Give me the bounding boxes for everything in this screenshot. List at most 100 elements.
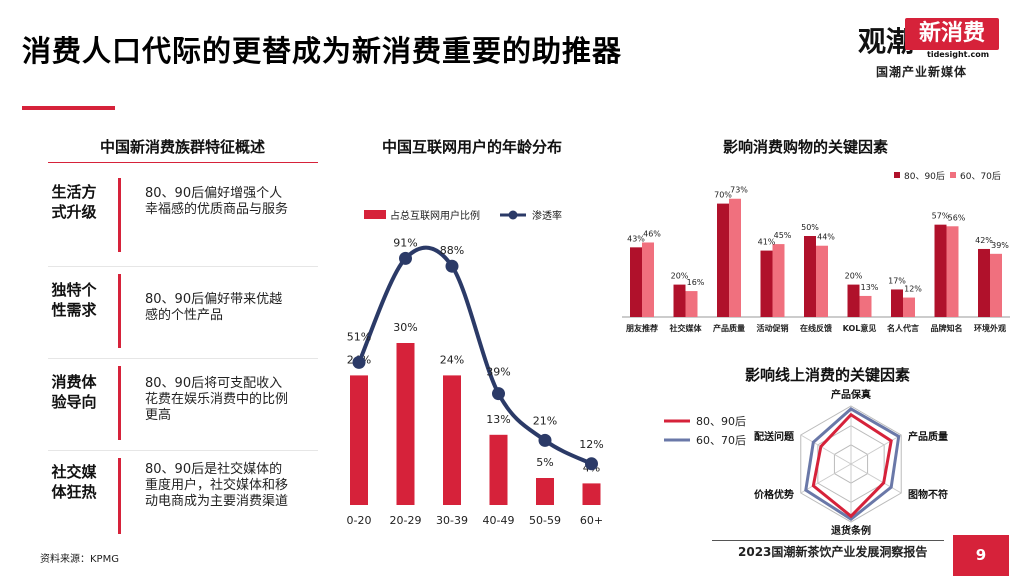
radar-spoke xyxy=(800,434,852,465)
legend-label-6070: 60、70后 xyxy=(696,434,746,447)
bar-6070 xyxy=(859,295,872,317)
feature-text-3: 80、90后将可支配收入花费在娱乐消费中的比例更高 xyxy=(145,376,289,423)
legend-label-share: 占总互联网用户比例 xyxy=(390,209,480,222)
feature-head-2: 独特个性需求 xyxy=(51,281,97,319)
bar-6070 xyxy=(946,226,959,317)
radar-axis-label: 配送问题 xyxy=(754,430,795,443)
legend-label-8090: 80、90后 xyxy=(904,171,945,182)
bar-value-label: 44% xyxy=(817,233,835,242)
bar-value-label: 50% xyxy=(801,223,819,232)
bar-6070 xyxy=(685,291,698,317)
feature-accent-bar xyxy=(118,178,121,252)
bar-value-label: 45% xyxy=(774,231,792,240)
bar-6070 xyxy=(729,198,741,317)
x-tick-label: 40-49 xyxy=(483,514,515,527)
radar-axis-label: 产品质量 xyxy=(908,430,948,443)
bar-value-label: 13% xyxy=(861,283,879,292)
x-tick-label: 20-29 xyxy=(390,514,422,527)
bar-age-share xyxy=(443,375,461,505)
footer-divider xyxy=(712,540,944,541)
bar-value-label: 41% xyxy=(758,238,776,247)
penetration-value-label: 88% xyxy=(440,244,464,257)
x-tick-label: 30-39 xyxy=(436,514,468,527)
feature-text-2: 80、90后偏好带来优越感的个性产品 xyxy=(145,292,283,323)
feature-accent-bar xyxy=(118,366,121,440)
legend-swatch-8090 xyxy=(894,172,900,178)
brand-logo-badge: 新消费 xyxy=(905,18,999,50)
bar-6070 xyxy=(772,244,785,317)
x-tick-label: 50-59 xyxy=(529,514,561,527)
bar-8090 xyxy=(934,224,947,317)
penetration-value-label: 91% xyxy=(393,236,417,249)
bar-value-label: 73% xyxy=(730,186,748,195)
penetration-point xyxy=(445,259,459,273)
feature-accent-bar xyxy=(118,274,121,348)
legend-swatch-6070 xyxy=(950,172,956,178)
bar-age-share xyxy=(582,483,601,505)
title-underline xyxy=(22,106,115,110)
bar-age-share xyxy=(536,478,554,505)
bar-value-label: 30% xyxy=(393,321,417,334)
page-title: 消费人口代际的更替成为新消费重要的助推器 xyxy=(22,34,623,68)
bar-value-label: 56% xyxy=(948,213,966,222)
bar-value-label: 24% xyxy=(440,353,464,366)
legend-label-penetration: 渗透率 xyxy=(532,209,562,222)
bar-6070 xyxy=(903,297,915,317)
bar-age-share xyxy=(489,434,508,505)
bar-value-label: 17% xyxy=(888,276,906,285)
feature-head-1: 生活方式升级 xyxy=(51,183,97,221)
feature-text-4: 80、90后是社交媒体的重度用户，社交媒体和移动电商成为主要消费渠道 xyxy=(145,462,289,509)
bar-value-label: 16% xyxy=(687,278,705,287)
radar-spoke xyxy=(800,463,852,494)
legend-label-6070: 60、70后 xyxy=(960,171,1001,182)
bar-8090 xyxy=(760,250,773,317)
penetration-value-label: 39% xyxy=(486,366,510,379)
page-number: 9 xyxy=(953,535,1009,576)
bar-value-label: 46% xyxy=(643,229,661,238)
bar-6070 xyxy=(816,245,828,317)
age-distribution-title: 中国互联网用户的年龄分布 xyxy=(382,138,563,156)
online-factors-title: 影响线上消费的关键因素 xyxy=(745,366,911,384)
bar-value-label: 20% xyxy=(845,272,863,281)
bar-6070 xyxy=(990,253,1002,317)
bar-8090 xyxy=(847,284,860,317)
radar-axis-label: 退货条例 xyxy=(831,524,871,536)
feature-accent-bar xyxy=(118,458,121,534)
bar-6070 xyxy=(642,242,654,317)
x-tick-label: 60+ xyxy=(580,514,603,527)
penetration-point xyxy=(399,251,412,265)
radar-spoke xyxy=(850,434,902,465)
penetration-point xyxy=(538,433,552,447)
bar-8090 xyxy=(673,284,686,317)
brand-site: tidesight.com xyxy=(927,50,990,59)
bar-value-label: 12% xyxy=(904,285,922,294)
bar-8090 xyxy=(717,203,729,317)
brand-tagline: 国潮产业新媒体 xyxy=(876,65,968,79)
brand-logo-name: 观潮 xyxy=(858,25,915,58)
bar-age-share xyxy=(396,343,415,505)
x-tick-label: 0-20 xyxy=(347,514,372,527)
bar-value-label: 5% xyxy=(536,456,553,469)
bar-value-label: 70% xyxy=(714,191,732,200)
radar-axis-label: 图物不符 xyxy=(908,488,948,501)
radar-spoke xyxy=(850,463,902,494)
bar-value-label: 57% xyxy=(932,212,950,221)
bar-value-label: 39% xyxy=(991,241,1009,250)
x-tick-label: 品牌知名 xyxy=(931,323,963,333)
x-tick-label: 活动促销 xyxy=(757,323,789,333)
bar-8090 xyxy=(978,248,990,317)
bar-value-label: 13% xyxy=(486,413,510,426)
legend-marker-penetration xyxy=(508,210,518,220)
shopping-factors-chart: 80、90后 60、70后 43%46% 20% 16% 70%73% 41%45% 50%… xyxy=(622,171,1010,333)
bar-value-label: 43% xyxy=(627,234,645,243)
title-divider xyxy=(48,162,318,163)
bar-8090 xyxy=(891,289,903,317)
feature-text-1: 80、90后偏好增强个人幸福感的优质商品与服务 xyxy=(145,186,289,217)
report-title: 2023国潮新茶饮产业发展洞察报告 xyxy=(738,545,928,559)
feature-separator xyxy=(48,358,318,359)
bar-age-share xyxy=(350,375,368,505)
legend-swatch-share xyxy=(364,210,386,219)
penetration-value-label: 51% xyxy=(347,330,371,343)
x-tick-label: KOL意见 xyxy=(843,323,877,333)
